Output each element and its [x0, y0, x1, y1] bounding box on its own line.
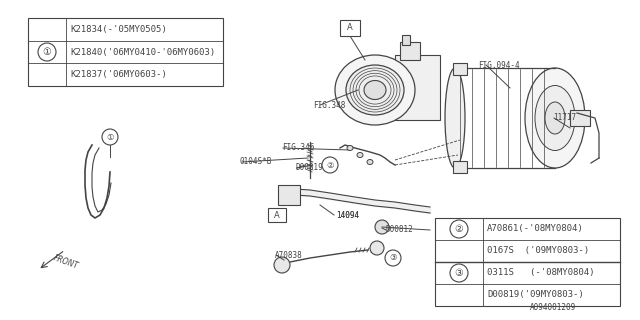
Text: FIG.094-4: FIG.094-4 — [478, 60, 520, 69]
Bar — [278, 185, 300, 205]
Text: 14094: 14094 — [336, 211, 359, 220]
Circle shape — [370, 241, 384, 255]
Ellipse shape — [335, 55, 415, 125]
Circle shape — [274, 257, 290, 273]
Text: FIG.348: FIG.348 — [313, 100, 346, 109]
Text: D00819('09MY0803-): D00819('09MY0803-) — [487, 291, 584, 300]
Text: FIG.346: FIG.346 — [282, 143, 314, 153]
Text: D00812: D00812 — [385, 226, 413, 235]
Ellipse shape — [367, 159, 373, 164]
Bar — [395, 55, 440, 120]
Text: K21840('06MY0410-'06MY0603): K21840('06MY0410-'06MY0603) — [70, 47, 215, 57]
Text: A70861(-'08MY0804): A70861(-'08MY0804) — [487, 225, 584, 234]
Bar — [453, 161, 467, 173]
Ellipse shape — [545, 102, 565, 134]
Circle shape — [450, 220, 468, 238]
Text: 11717: 11717 — [553, 114, 576, 123]
Text: K21834(-'05MY0505): K21834(-'05MY0505) — [70, 25, 167, 34]
Bar — [400, 42, 420, 60]
Text: ③: ③ — [389, 253, 397, 262]
Circle shape — [450, 264, 468, 282]
Text: D00819: D00819 — [296, 164, 324, 172]
Text: ③: ③ — [454, 268, 463, 278]
Bar — [435, 218, 620, 306]
Ellipse shape — [364, 81, 386, 100]
Text: 0104S*B: 0104S*B — [239, 157, 271, 166]
Text: K21837('06MY0603-): K21837('06MY0603-) — [70, 70, 167, 79]
Text: A: A — [347, 23, 353, 33]
Bar — [402, 35, 410, 45]
Ellipse shape — [445, 68, 465, 168]
Ellipse shape — [535, 85, 575, 150]
Text: 0311S   (-'08MY0804): 0311S (-'08MY0804) — [487, 268, 595, 277]
Bar — [28, 18, 223, 86]
Circle shape — [102, 129, 118, 145]
Text: A094001209: A094001209 — [530, 303, 576, 313]
Text: A: A — [274, 211, 280, 220]
Text: ②: ② — [326, 161, 333, 170]
Text: 0167S  ('09MY0803-): 0167S ('09MY0803-) — [487, 246, 589, 255]
Circle shape — [375, 220, 389, 234]
Text: 14094: 14094 — [336, 211, 359, 220]
Text: A70838: A70838 — [275, 251, 303, 260]
Bar — [453, 63, 467, 75]
Ellipse shape — [357, 153, 363, 157]
Text: ①: ① — [43, 47, 51, 57]
Bar — [268, 208, 286, 222]
Circle shape — [385, 250, 401, 266]
Ellipse shape — [525, 68, 585, 168]
Bar — [570, 110, 590, 126]
Text: ②: ② — [454, 224, 463, 234]
Circle shape — [38, 43, 56, 61]
Text: FRONT: FRONT — [52, 253, 79, 271]
Bar — [340, 20, 360, 36]
Ellipse shape — [347, 146, 353, 150]
Ellipse shape — [346, 65, 404, 115]
Circle shape — [322, 157, 338, 173]
Text: ①: ① — [106, 132, 114, 141]
